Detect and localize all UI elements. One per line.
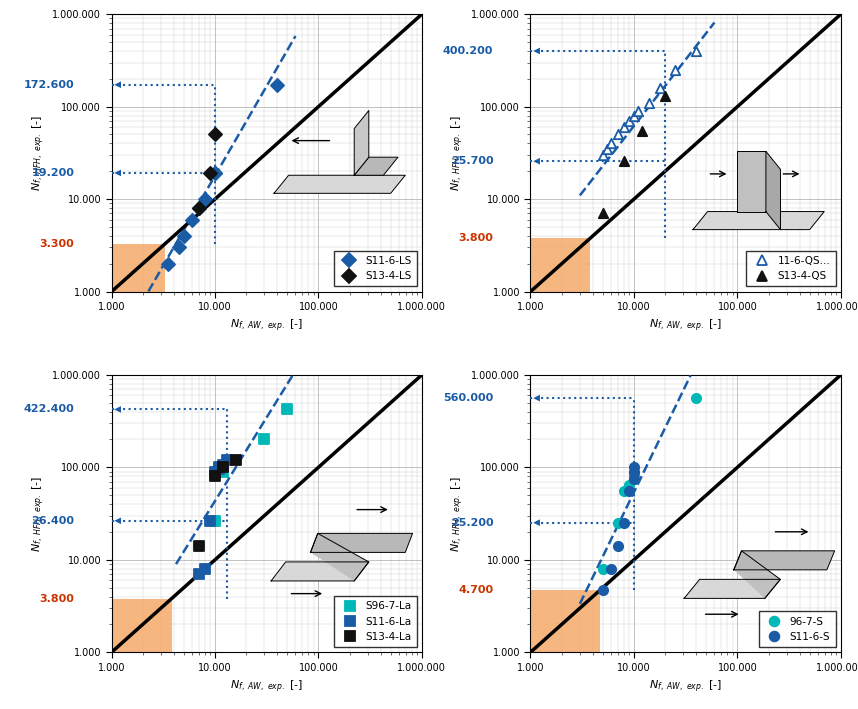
S13-4-LS	[208, 129, 222, 140]
S11-6-La	[203, 515, 217, 527]
Y-axis label: $N_{f,\ HFH,\ exp.}$ [-]: $N_{f,\ HFH,\ exp.}$ [-]	[450, 115, 466, 191]
S11-6-La	[208, 466, 222, 477]
Bar	[530, 590, 600, 652]
11-6-QS...	[668, 65, 682, 76]
11-6-QS...	[604, 138, 618, 149]
S13-4-QS	[658, 91, 672, 102]
Text: 25.200: 25.200	[450, 518, 493, 527]
96-7-S	[627, 473, 641, 484]
11-6-QS...	[596, 150, 610, 161]
Y-axis label: $N_{f,\ HFH,\ exp.}$ [-]: $N_{f,\ HFH,\ exp.}$ [-]	[30, 476, 46, 552]
S11-6-S	[611, 541, 625, 552]
Y-axis label: $N_{f,\ HFH,\ exp.}$ [-]: $N_{f,\ HFH,\ exp.}$ [-]	[30, 115, 46, 191]
S13-4-LS	[203, 167, 217, 179]
S13-4-QS	[617, 155, 631, 167]
11-6-QS...	[627, 110, 641, 121]
S11-6-La	[216, 459, 230, 471]
Y-axis label: $N_{f,\ HFH,\ exp.}$ [-]: $N_{f,\ HFH,\ exp.}$ [-]	[450, 476, 466, 552]
96-7-S	[617, 486, 631, 497]
Text: 172.600: 172.600	[24, 79, 75, 90]
S11-6-LS	[185, 214, 199, 225]
Text: 3.800: 3.800	[458, 233, 493, 243]
96-7-S	[627, 471, 641, 482]
S11-6-S	[627, 462, 641, 473]
S13-4-La	[229, 454, 243, 466]
Legend: S96-7-La, S11-6-La, S13-4-La: S96-7-La, S11-6-La, S13-4-La	[334, 596, 417, 647]
S11-6-La	[213, 462, 227, 473]
S11-6-La	[220, 454, 233, 466]
S11-6-LS	[208, 167, 222, 179]
S13-4-QS	[635, 125, 649, 136]
Text: 25.700: 25.700	[450, 156, 493, 166]
96-7-S	[596, 563, 610, 574]
Text: 19.200: 19.200	[32, 168, 75, 178]
S11-6-LS	[270, 79, 284, 91]
S11-6-S	[604, 563, 618, 574]
11-6-QS...	[689, 45, 703, 57]
X-axis label: $N_{f,\ AW,\ exp.}$ [-]: $N_{f,\ AW,\ exp.}$ [-]	[650, 318, 722, 334]
S13-4-LS	[192, 203, 206, 214]
Bar	[530, 238, 590, 291]
S11-6-S	[622, 486, 636, 497]
11-6-QS...	[617, 121, 631, 133]
96-7-S	[611, 517, 625, 528]
11-6-QS...	[601, 143, 614, 155]
Legend: 11-6-QS..., S13-4-QS: 11-6-QS..., S13-4-QS	[746, 251, 836, 286]
Text: 26.400: 26.400	[31, 516, 75, 526]
Text: 560.000: 560.000	[443, 393, 493, 403]
S11-6-LS	[192, 203, 206, 214]
S11-6-S	[617, 517, 631, 528]
11-6-QS...	[642, 97, 656, 108]
11-6-QS...	[611, 129, 625, 140]
Legend: S11-6-LS, S13-4-LS: S11-6-LS, S13-4-LS	[334, 251, 417, 286]
S11-6-S	[627, 473, 641, 484]
S13-4-La	[208, 471, 222, 482]
Bar	[112, 598, 172, 652]
Text: 3.300: 3.300	[39, 239, 75, 249]
S13-4-QS	[596, 208, 610, 219]
S11-6-La	[192, 569, 206, 580]
S11-6-S	[627, 466, 641, 477]
11-6-QS...	[654, 82, 668, 94]
S11-6-La	[213, 464, 227, 475]
S96-7-La	[281, 404, 294, 415]
11-6-QS...	[622, 116, 636, 127]
S11-6-LS	[198, 194, 212, 205]
S11-6-LS	[161, 258, 175, 269]
S11-6-LS	[177, 230, 190, 242]
S96-7-La	[257, 434, 271, 445]
Bar	[112, 244, 166, 291]
S11-6-S	[596, 584, 610, 596]
S96-7-La	[216, 466, 230, 477]
S11-6-La	[198, 563, 212, 574]
S13-4-La	[216, 462, 230, 473]
Text: 400.200: 400.200	[443, 46, 493, 56]
X-axis label: $N_{f,\ AW,\ exp.}$ [-]: $N_{f,\ AW,\ exp.}$ [-]	[230, 679, 303, 695]
Legend: 96-7-S, S11-6-S: 96-7-S, S11-6-S	[758, 611, 836, 647]
96-7-S	[689, 393, 703, 404]
S96-7-La	[208, 515, 222, 527]
S13-4-La	[192, 541, 206, 552]
S11-6-LS	[208, 167, 222, 179]
Text: 422.400: 422.400	[23, 404, 75, 415]
96-7-S	[622, 479, 636, 491]
S11-6-LS	[172, 242, 186, 253]
Text: 4.700: 4.700	[458, 585, 493, 595]
X-axis label: $N_{f,\ AW,\ exp.}$ [-]: $N_{f,\ AW,\ exp.}$ [-]	[230, 318, 303, 334]
11-6-QS...	[631, 105, 645, 116]
X-axis label: $N_{f,\ AW,\ exp.}$ [-]: $N_{f,\ AW,\ exp.}$ [-]	[650, 679, 722, 695]
Text: 3.800: 3.800	[39, 593, 75, 603]
